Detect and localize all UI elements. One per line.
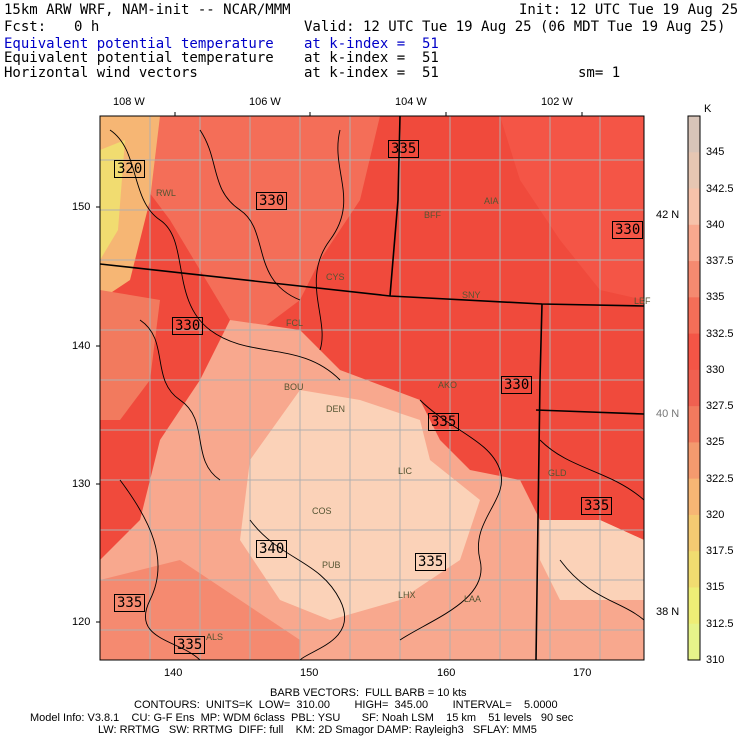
colorbar-swatches [688, 116, 700, 661]
colorbar-tick-label: 337.5 [706, 255, 734, 268]
x-tick-150: 150 [300, 667, 319, 679]
lat-label-40n: 40 N [656, 408, 680, 420]
colorbar-swatch [688, 224, 700, 262]
lon-label-108w: 108 W [113, 96, 145, 108]
theta-e-field [100, 116, 644, 660]
model-info-line1: Model Info: V3.8.1 CU: G-F Ens MP: WDM 6… [30, 712, 574, 724]
colorbar-swatch [688, 551, 700, 588]
fcst-value: 0 h [74, 19, 100, 35]
axis-ticks [96, 112, 583, 623]
field-name-1: Equivalent potential temperature [4, 36, 274, 52]
station-bff: BFF [424, 210, 441, 220]
colorbar-swatch [688, 116, 700, 153]
contour-label: 335 [174, 636, 206, 654]
field-name-2: Equivalent potential temperature [4, 50, 274, 66]
y-tick-130: 130 [72, 478, 91, 490]
colorbar-swatch [688, 261, 700, 298]
colorbar-tick-label: 317.5 [706, 545, 734, 558]
colorbar-swatch [688, 406, 700, 443]
smoothing: sm= 1 [578, 65, 621, 81]
init-time: Init: 12 UTC Tue 19 Aug 25 [519, 2, 739, 18]
colorbar-tick-label: 332.5 [706, 327, 734, 340]
lon-label-102w: 102 W [541, 96, 573, 108]
contour-label: 330 [501, 376, 533, 394]
field-name-3: Horizontal wind vectors [4, 65, 198, 81]
colorbar-swatch [688, 188, 700, 226]
station-aia: AIA [484, 196, 499, 206]
model-title: 15km ARW WRF, NAM-init -- NCAR/MMM [4, 2, 291, 18]
x-tick-170: 170 [573, 667, 592, 679]
colorbar-swatch [688, 333, 700, 371]
lon-label-106w: 106 W [249, 96, 281, 108]
station-rwl: RWL [156, 188, 176, 198]
colorbar-swatch [688, 442, 700, 480]
station-laa: LAA [464, 594, 482, 604]
state-borders [100, 116, 644, 660]
station-sny: SNY [462, 290, 481, 300]
station-lhx: LHX [398, 590, 416, 600]
colorbar-frame [687, 115, 701, 661]
colorbar-tick-label: 320 [706, 508, 725, 521]
contour-label: 335 [114, 594, 146, 612]
fcst-label: Fcst: [4, 19, 47, 35]
colorbar-tick-label: 312.5 [706, 617, 734, 630]
station-fcl: FCL [286, 318, 304, 328]
colorbar-tick-label: 325 [706, 436, 725, 449]
field-level-2: at k-index = 51 [304, 50, 439, 66]
x-tick-160: 160 [437, 667, 456, 679]
field-level-3: at k-index = 51 [304, 65, 439, 81]
model-info-line2: LW: RRTMG SW: RRTMG DIFF: full KM: 2D Sm… [98, 724, 537, 736]
colorbar-swatch [688, 297, 700, 335]
lat-label-38n: 38 N [656, 606, 680, 618]
x-tick-140: 140 [164, 667, 183, 679]
station-bou: BOU [284, 382, 304, 392]
colorbar-swatch [688, 623, 700, 661]
colorbar-tick-label: 342.5 [706, 182, 734, 195]
colorbar-swatch [688, 152, 700, 190]
contour-label: 340 [256, 540, 288, 558]
colorbar-tick-label: 345 [706, 146, 725, 159]
colorbar-tick-label: 322.5 [706, 472, 734, 485]
colorbar-swatch [688, 514, 700, 552]
contour-label: 330 [612, 221, 644, 239]
colorbar-unit: K [704, 103, 712, 115]
station-den: DEN [326, 404, 346, 414]
station-gld: GLD [548, 468, 567, 478]
colorbar-tick-label: 315 [706, 581, 725, 594]
contour-label: 335 [388, 140, 420, 158]
county-lines [100, 116, 644, 660]
y-tick-120: 120 [72, 616, 91, 628]
y-tick-150: 150 [72, 201, 91, 213]
station-lbf: LBF [634, 296, 651, 306]
colorbar-swatch [688, 587, 700, 625]
colorbar-tick-label: 330 [706, 363, 725, 376]
y-tick-140: 140 [72, 340, 91, 352]
station-ako: AKO [438, 380, 458, 390]
station-pub: PUB [322, 560, 341, 570]
colorbar-tick-label: 340 [706, 218, 725, 231]
field-level-1: at k-index = 51 [304, 36, 439, 52]
contour-label: 335 [581, 497, 613, 515]
barb-info: BARB VECTORS: FULL BARB = 10 kts [270, 687, 467, 699]
contour-info: CONTOURS: UNITS=K LOW= 310.00 HIGH= 345.… [134, 699, 558, 711]
colorbar-tick-label: 335 [706, 291, 725, 304]
station-als: ALS [206, 632, 224, 642]
contour-label: 320 [114, 160, 146, 178]
map-frame [99, 115, 645, 661]
contour-label: 335 [415, 553, 447, 571]
colorbar-swatch [688, 369, 700, 407]
contour-label: 330 [256, 192, 288, 210]
contour-label: 335 [428, 413, 460, 431]
station-lic: LIC [398, 466, 413, 476]
colorbar-swatch [688, 478, 700, 516]
lat-label-42n: 42 N [656, 209, 680, 221]
lon-label-104w: 104 W [395, 96, 427, 108]
contour-label: 330 [172, 317, 204, 335]
colorbar-tick-label: 327.5 [706, 400, 734, 413]
valid-time: Valid: 12 UTC Tue 19 Aug 25 (06 MDT Tue … [304, 19, 726, 35]
station-cos: COS [312, 506, 332, 516]
colorbar-tick-label: 310 [706, 654, 725, 666]
station-cys: CYS [326, 272, 345, 282]
